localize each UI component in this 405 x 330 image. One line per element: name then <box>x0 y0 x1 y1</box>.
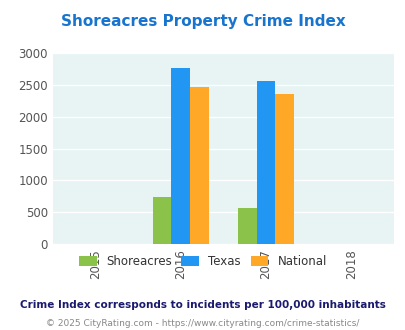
Text: Crime Index corresponds to incidents per 100,000 inhabitants: Crime Index corresponds to incidents per… <box>20 300 385 310</box>
Text: Shoreacres Property Crime Index: Shoreacres Property Crime Index <box>60 14 345 29</box>
Bar <box>152 197 171 244</box>
Text: © 2025 CityRating.com - https://www.cityrating.com/crime-statistics/: © 2025 CityRating.com - https://www.city… <box>46 319 359 328</box>
Bar <box>171 68 190 244</box>
Bar <box>275 94 293 244</box>
Bar <box>190 87 208 244</box>
Bar <box>256 81 275 244</box>
Bar <box>237 208 256 244</box>
Legend: Shoreacres, Texas, National: Shoreacres, Texas, National <box>74 250 331 273</box>
